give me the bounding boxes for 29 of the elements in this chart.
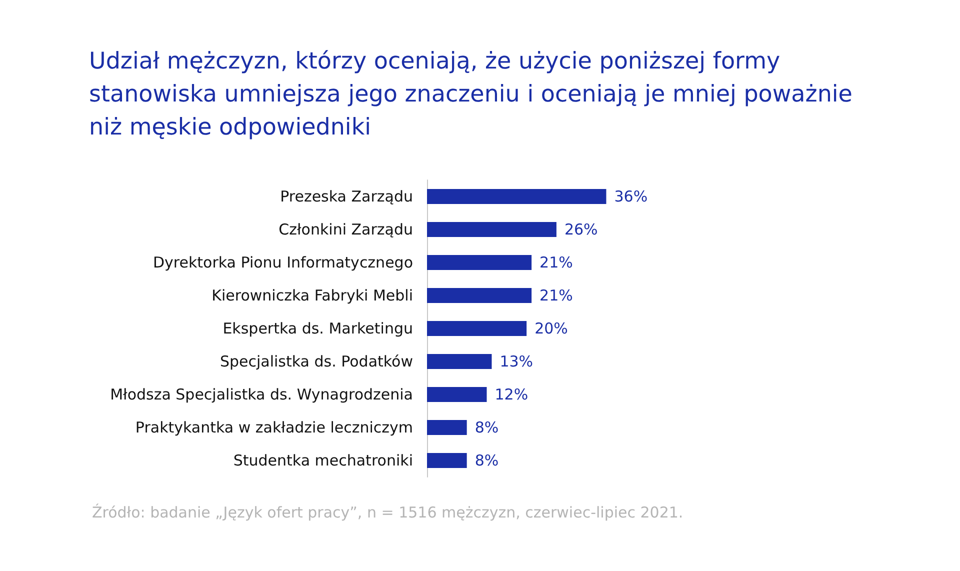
data-label: 21% bbox=[540, 254, 573, 272]
y-tick-label: Dyrektorka Pionu Informatycznego bbox=[152, 254, 413, 272]
bar bbox=[427, 255, 532, 270]
text: Źródło: badanie „Język ofert pracy”, n = 1516 mężczyzn, czerwiec-lipiec 2021. bbox=[92, 504, 684, 522]
data-label: 21% bbox=[540, 286, 573, 304]
y-tick-label: Kierowniczka Fabryki Mebli bbox=[212, 286, 413, 304]
y-tick-label: Ekspertka ds. Marketingu bbox=[222, 320, 413, 338]
bar bbox=[427, 420, 467, 435]
data-label: 8% bbox=[474, 452, 499, 470]
y-tick-label: Prezeska Zarządu bbox=[280, 188, 413, 206]
data-label: 12% bbox=[494, 386, 528, 404]
data-label: 26% bbox=[564, 220, 598, 238]
y-tick-label: Młodsza Specjalistka ds. Wynagrodzenia bbox=[110, 386, 413, 404]
data-label: 36% bbox=[614, 188, 648, 206]
y-tick-label: Członkini Zarządu bbox=[278, 220, 413, 238]
bar bbox=[427, 189, 606, 204]
bar bbox=[427, 321, 527, 336]
data-label: 8% bbox=[474, 418, 499, 436]
bar bbox=[427, 222, 556, 237]
data-label: 13% bbox=[500, 352, 534, 370]
chart-title: Udział mężczyzn, którzy oceniają, że użycie poniższej formy stanowiska umniejsza jego znaczeniu i oceniają je mniej poważnie niż męskie odpowiedniki bbox=[89, 48, 860, 140]
y-tick-label: Specjalistka ds. Podatków bbox=[220, 352, 413, 370]
y-tick-label: Praktykantka w zakładzie leczniczym bbox=[135, 418, 413, 436]
bar bbox=[427, 288, 532, 303]
y-tick-label: Studentka mechatroniki bbox=[233, 452, 413, 470]
data-label: 20% bbox=[534, 320, 568, 338]
bar bbox=[427, 354, 492, 369]
bar bbox=[427, 387, 487, 402]
bar bbox=[427, 453, 467, 468]
